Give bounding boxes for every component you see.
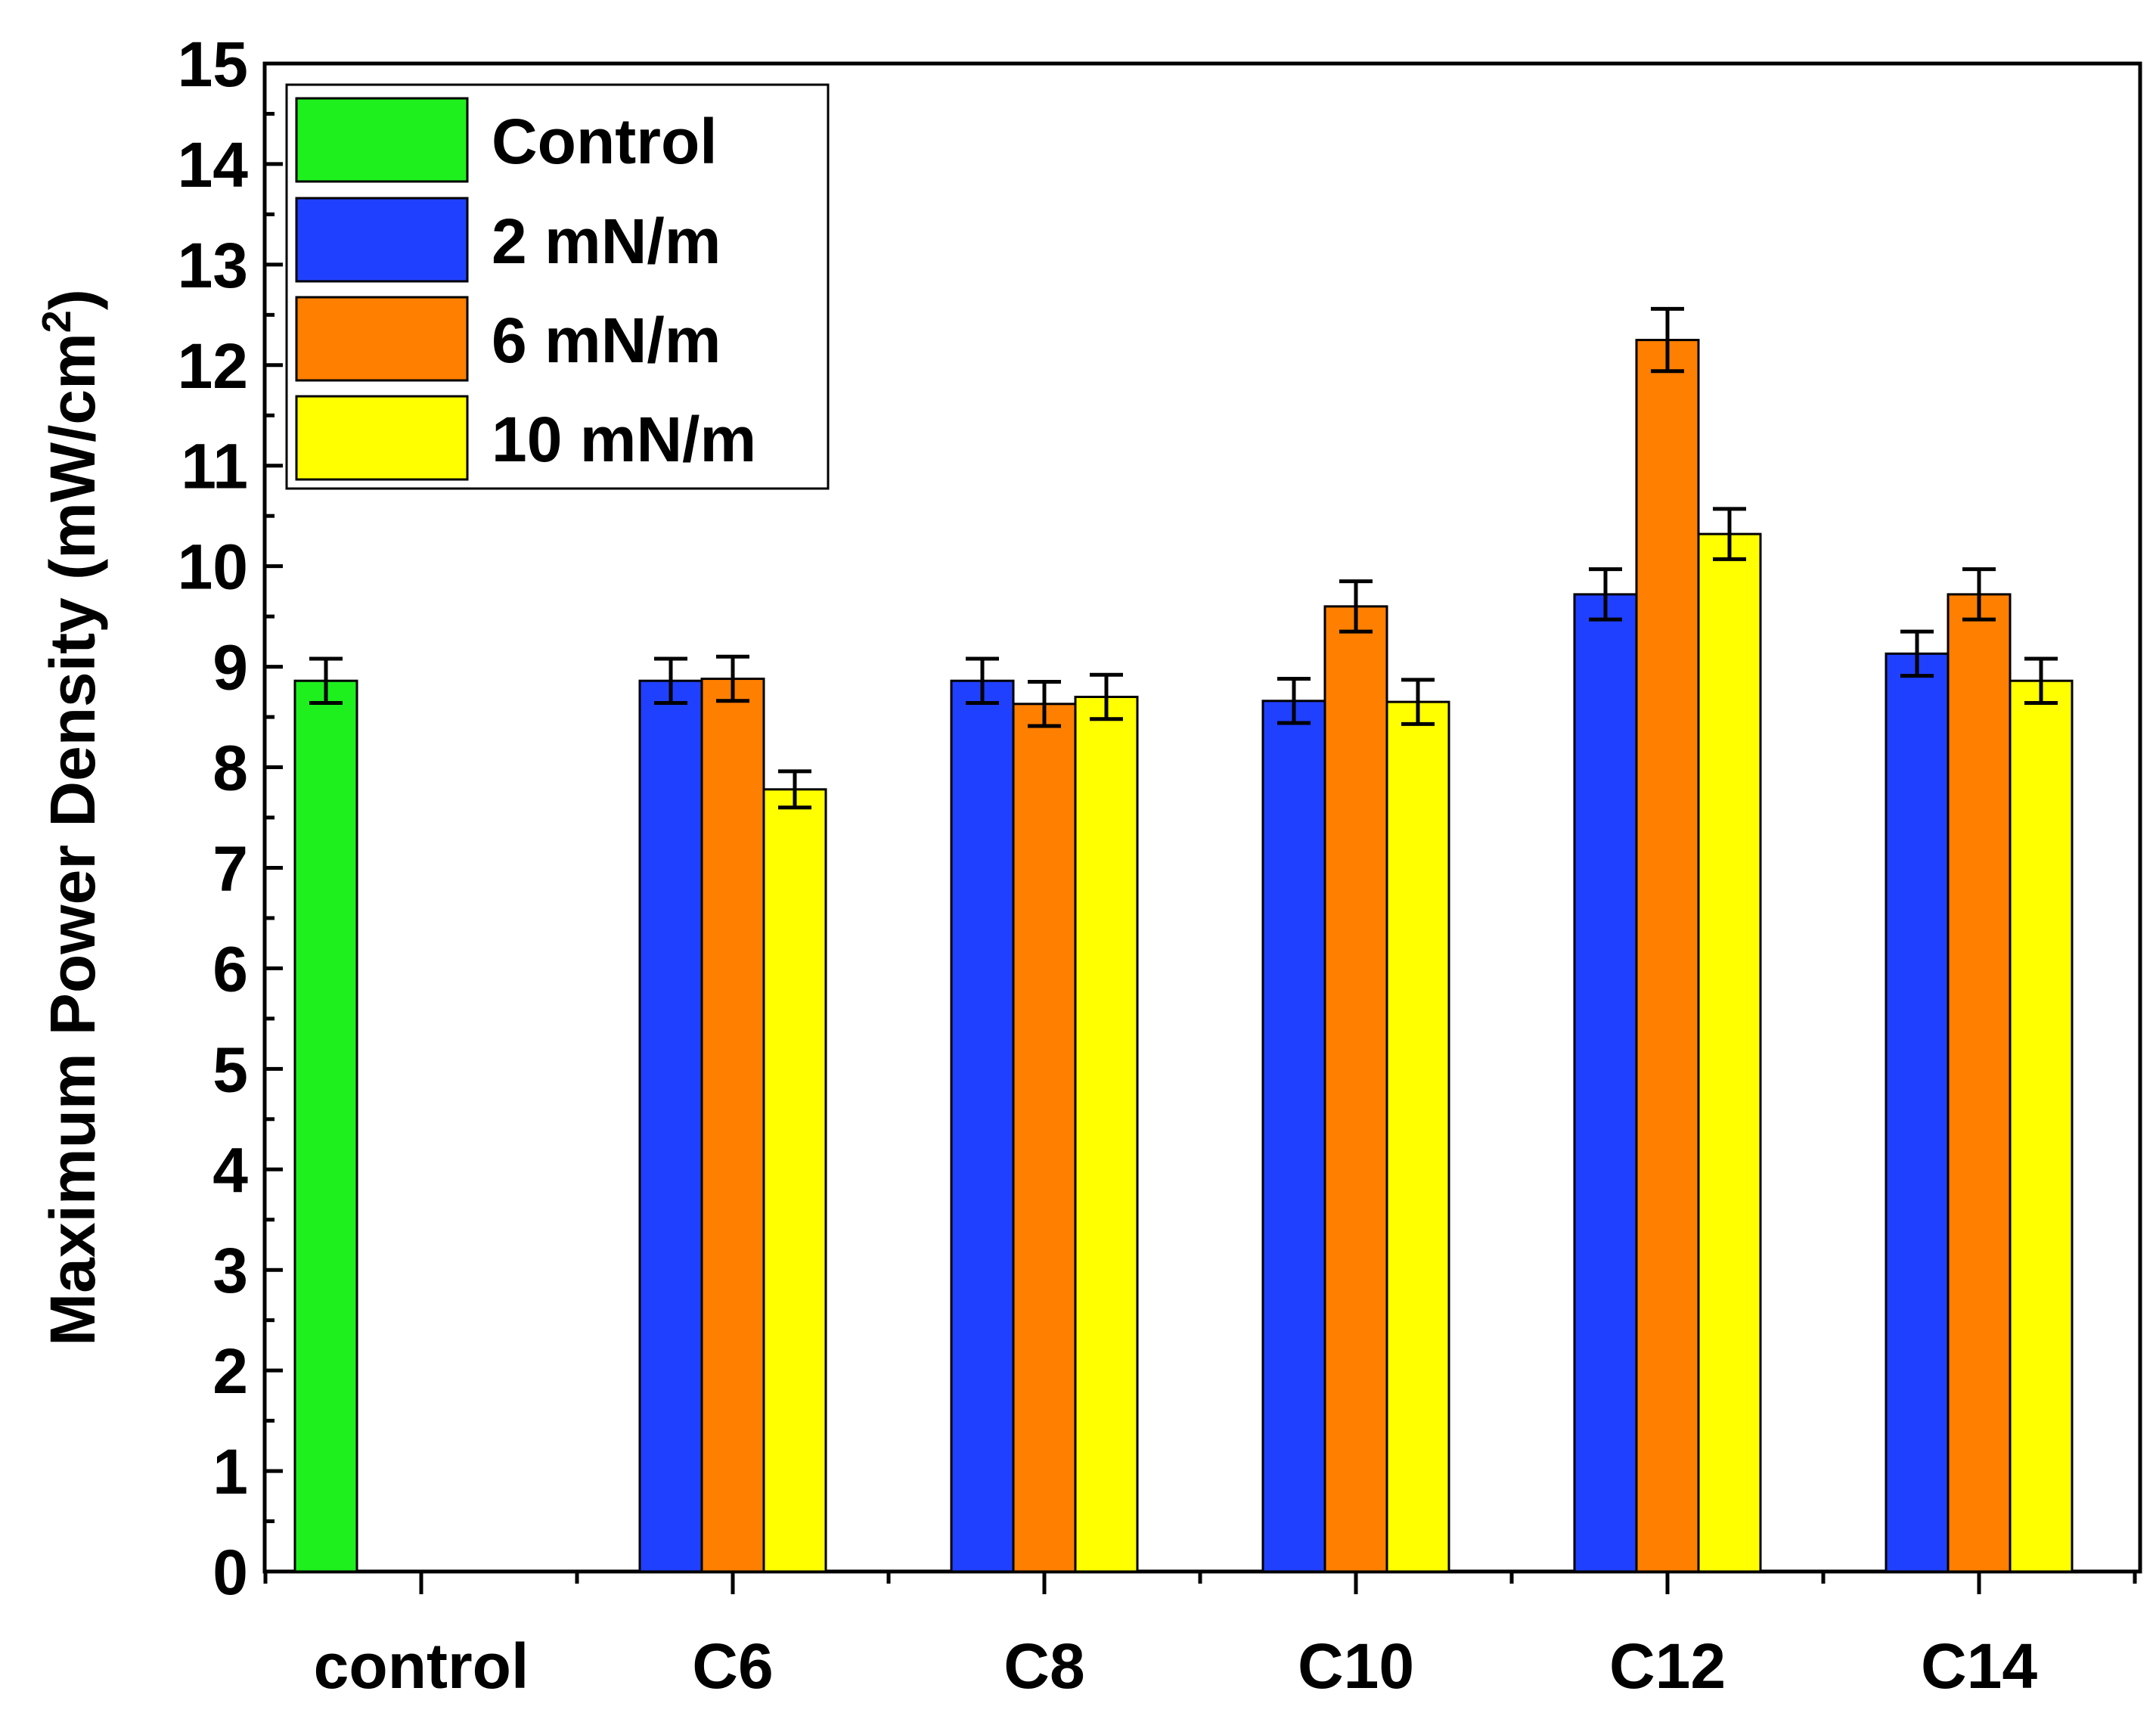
y-axis-label-superscript: 2 <box>34 310 79 333</box>
y-tick-label: 3 <box>212 1235 248 1306</box>
bar-2-mn-m-c12 <box>1573 593 1638 1573</box>
error-bar <box>778 769 811 810</box>
error-bar <box>1589 567 1622 622</box>
x-tick-label: control <box>314 1631 529 1702</box>
legend-label-10mn: 10 mN/m <box>492 404 756 475</box>
error-bar <box>654 656 687 705</box>
bar-2-mn-m-c6 <box>638 679 703 1573</box>
error-bar <box>309 656 343 705</box>
bars <box>293 339 2074 1573</box>
x-axis: control C6 C8 C10 C12 C14 <box>263 1572 2137 1702</box>
x-tick-label: C8 <box>1004 1631 1084 1702</box>
error-bar <box>716 654 749 703</box>
legend-label-2mn: 2 mN/m <box>492 206 721 277</box>
y-axis-label-close: ) <box>37 289 108 310</box>
x-tick-label: C6 <box>692 1631 773 1702</box>
y-axis-label-main: Maximum Power Density (mW/cm <box>37 333 108 1346</box>
bar-2-mn-m-c8 <box>950 679 1015 1573</box>
y-tick-label: 12 <box>178 330 248 402</box>
bar-10-mn-m-c12 <box>1697 532 1762 1573</box>
legend-swatch-control <box>295 97 469 183</box>
legend-swatch-2mn <box>295 197 469 283</box>
error-bar <box>1277 677 1311 725</box>
x-tick-label: C10 <box>1298 1631 1414 1702</box>
y-tick-label: 1 <box>212 1436 248 1507</box>
y-tick-label: 6 <box>212 933 248 1004</box>
y-tick-label: 10 <box>178 532 248 603</box>
y-tick-label: 2 <box>212 1336 248 1407</box>
legend-label-6mn: 6 mN/m <box>492 305 721 376</box>
bar-6-mn-m-c6 <box>700 678 765 1573</box>
bar-6-mn-m-c14 <box>1947 593 2012 1573</box>
error-bar <box>1900 629 1934 678</box>
y-tick-label: 11 <box>181 431 248 502</box>
error-bar <box>1339 579 1373 634</box>
bar-10-mn-m-c6 <box>762 788 827 1573</box>
bar-10-mn-m-c14 <box>2009 679 2074 1573</box>
error-bar <box>2024 656 2058 705</box>
y-tick-label: 0 <box>212 1537 248 1608</box>
error-bar <box>1090 672 1123 721</box>
y-tick-label: 15 <box>178 29 248 100</box>
y-tick-label: 8 <box>212 733 248 804</box>
y-tick-label: 7 <box>212 833 248 904</box>
bar-6-mn-m-c12 <box>1635 339 1700 1573</box>
legend-swatch-10mn <box>295 395 469 481</box>
bar-control-control <box>293 679 358 1573</box>
y-tick-label: 14 <box>178 129 249 200</box>
error-bar <box>966 656 999 705</box>
error-bar <box>1401 678 1435 726</box>
y-tick-label: 4 <box>212 1134 248 1205</box>
error-bar <box>1028 680 1061 728</box>
legend: Control 2 mN/m 6 mN/m 10 mN/m <box>285 83 830 490</box>
bar-2-mn-m-c14 <box>1885 652 1950 1573</box>
error-bar <box>1962 567 1996 622</box>
error-bar <box>1651 306 1684 374</box>
bar-10-mn-m-c8 <box>1074 695 1139 1573</box>
y-tick-label: 5 <box>212 1034 248 1105</box>
y-axis-label: Maximum Power Density (mW/cm2) <box>34 289 108 1346</box>
bar-2-mn-m-c10 <box>1261 700 1326 1573</box>
bar-6-mn-m-c8 <box>1012 703 1077 1573</box>
error-bar <box>1713 507 1746 561</box>
error-bars <box>309 306 2058 810</box>
bar-6-mn-m-c10 <box>1323 605 1388 1573</box>
bar-10-mn-m-c10 <box>1385 700 1450 1573</box>
y-tick-label: 13 <box>178 230 248 301</box>
x-tick-label: C12 <box>1609 1631 1726 1702</box>
x-tick-label: C14 <box>1921 1631 2037 1702</box>
y-tick-label: 9 <box>212 632 248 703</box>
legend-swatch-6mn <box>295 296 469 382</box>
legend-label-control: Control <box>492 106 718 177</box>
